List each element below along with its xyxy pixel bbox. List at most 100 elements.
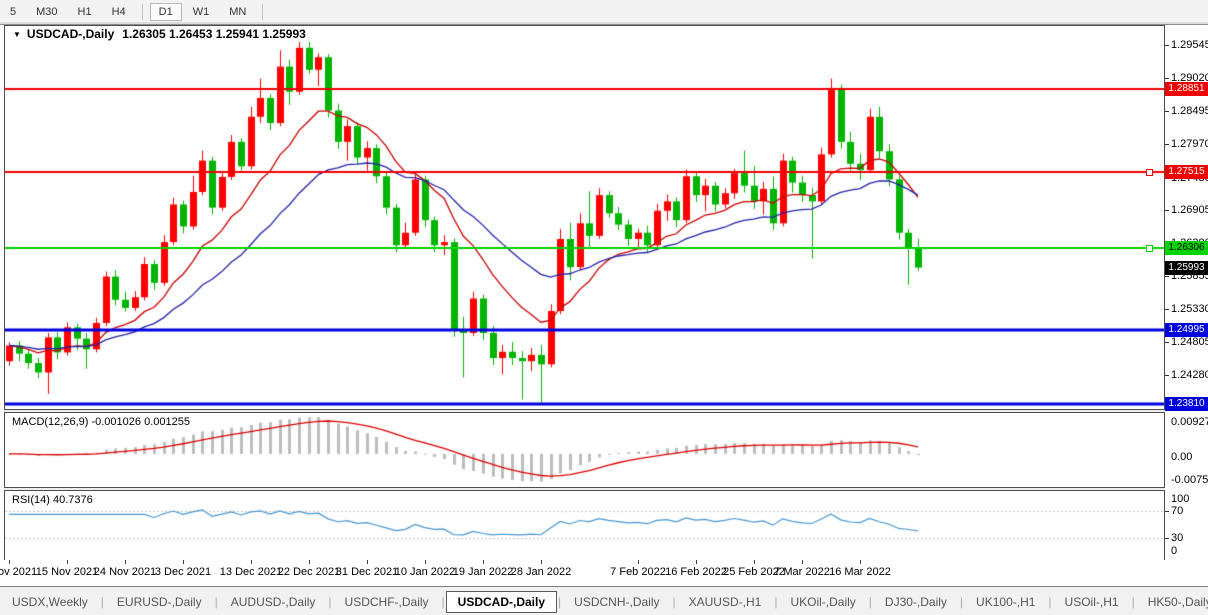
price-axis-label: 1.29545 (1171, 39, 1208, 51)
price-axis-label: 1.29020 (1171, 71, 1208, 84)
timeframe-button-m30[interactable]: M30 (36, 6, 58, 18)
date-axis-tick (802, 560, 803, 564)
tab-separator: | (1048, 594, 1052, 609)
timeframe-button-h1[interactable]: H1 (77, 6, 92, 18)
toolbar-separator (141, 4, 143, 20)
tab-dj30[interactable]: DJ30-,Daily (884, 594, 947, 609)
tab-separator: | (441, 594, 445, 609)
price-axis-label: 1.28495 (1171, 104, 1208, 117)
macd-label: MACD(12,26,9) -0.001026 0.001255 (12, 416, 190, 428)
candlestick-chart-canvas[interactable] (5, 42, 1164, 409)
date-axis-tick (367, 560, 368, 564)
tab-separator: | (774, 594, 778, 609)
chart-ohlc-values: 1.26305 1.26453 1.25941 1.25993 (122, 27, 306, 41)
date-axis-label: 5 Nov 2021 (0, 566, 38, 578)
price-tag: 1.27515 (1165, 165, 1208, 180)
date-axis-label: 7 Mar 2022 (774, 566, 830, 578)
tab-audusd[interactable]: AUDUSD-,Daily (230, 594, 316, 609)
chart-tab-bar: USDX,Weekly | EURUSD-,Daily | AUDUSD-,Daily |… (0, 586, 1208, 615)
timeframe-toolbar: 5 M30 H1 H4 D1 W1 MN (0, 0, 1208, 25)
date-axis-label: 16 Mar 2022 (829, 566, 891, 578)
date-axis-tick (125, 560, 126, 564)
tab-separator: | (1131, 594, 1135, 609)
timeframe-button-h4[interactable]: H4 (111, 6, 126, 18)
rsi-axis-label: 100 (1171, 493, 1190, 505)
price-axis-tick (1165, 342, 1169, 344)
toolbar-separator (262, 4, 264, 20)
chart-title-bar: ▼ USDCAD-,Daily 1.26305 1.26453 1.25941 … (5, 26, 1162, 42)
date-axis-label: 22 Dec 2021 (277, 566, 341, 578)
price-axis-label: 1.24280 (1171, 368, 1208, 381)
price-axis-label: 1.26905 (1171, 204, 1208, 217)
date-axis-tick (425, 560, 426, 564)
tab-eurusd[interactable]: EURUSD-,Daily (116, 594, 202, 609)
tab-separator: | (328, 594, 332, 609)
tab-usdcad[interactable]: USDCAD-,Daily (445, 590, 558, 613)
timeframe-button-d1[interactable]: D1 (149, 3, 182, 21)
tab-separator: | (672, 594, 676, 609)
rsi-axis-label: 30 (1171, 531, 1184, 544)
date-axis-label: 25 Feb 2022 (723, 566, 785, 578)
macd-indicator-canvas[interactable] (5, 413, 1164, 487)
tab-separator: | (959, 594, 964, 609)
date-axis-label: 15 Nov 2021 (35, 566, 99, 578)
date-axis-label: 24 Nov 2021 (93, 566, 157, 578)
tab-separator: | (558, 594, 562, 609)
collapse-triangle-icon[interactable]: ▼ (13, 29, 21, 39)
price-tag: 1.23810 (1165, 397, 1208, 412)
date-axis-label: 16 Feb 2022 (665, 566, 727, 578)
date-axis-label: 10 Jan 2022 (394, 566, 456, 578)
tab-usdx[interactable]: USDX,Weekly (12, 594, 88, 609)
price-axis-label: 1.25330 (1171, 303, 1208, 316)
chart-symbol-title: USDCAD-,Daily (26, 27, 115, 41)
tab-usdcnh[interactable]: USDCNH-,Daily (574, 594, 660, 609)
panel-splitter[interactable] (4, 487, 1165, 491)
macd-axis-label: 0.00 (1171, 451, 1193, 463)
date-axis-tick (483, 560, 484, 564)
date-axis-tick (638, 560, 639, 564)
date-axis-label: 13 Dec 2021 (219, 566, 283, 578)
price-axis-tick (1165, 110, 1169, 112)
timeframe-button-5[interactable]: 5 (10, 6, 17, 18)
tab-hk50[interactable]: HK50-,Daily (1147, 594, 1208, 609)
price-axis-label: 1.27970 (1171, 137, 1208, 150)
date-axis-tick (696, 560, 697, 564)
macd-axis-label: -0.00750 (1171, 474, 1208, 486)
tab-separator: | (868, 594, 872, 609)
tab-uk100[interactable]: UK100-,H1 (976, 594, 1036, 609)
date-axis-tick (754, 560, 755, 564)
price-tag: 1.28851 (1165, 81, 1208, 96)
price-tag: 1.25993 (1165, 260, 1208, 275)
date-axis-tick (860, 560, 861, 564)
panel-splitter[interactable] (4, 409, 1165, 413)
price-axis-tick (1165, 309, 1169, 311)
tab-usdchf[interactable]: USDCHF-,Daily (344, 594, 429, 609)
tab-xauusd[interactable]: XAUUSD-,H1 (688, 594, 762, 609)
price-axis-label: 1.24805 (1171, 336, 1208, 349)
price-axis: 1.295451.290201.284951.279701.274301.269… (1165, 25, 1208, 560)
rsi-label: RSI(14) 40.7376 (12, 494, 93, 506)
date-axis-tick (183, 560, 184, 564)
timeframe-button-w1[interactable]: W1 (192, 6, 210, 18)
date-axis-label: 7 Feb 2022 (610, 566, 666, 578)
date-axis-tick (309, 560, 310, 564)
price-axis-tick (1165, 374, 1169, 376)
tab-ukoil[interactable]: UKOil-,Daily (790, 594, 856, 609)
rsi-axis-tick (1165, 537, 1169, 539)
rsi-axis-label: 0 (1171, 545, 1178, 557)
date-axis-tick (9, 560, 10, 564)
date-axis-label: 3 Dec 2021 (154, 566, 212, 578)
price-axis-tick (1165, 276, 1169, 278)
macd-axis-label: 0.009278 (1171, 416, 1208, 428)
line-anchor-handle[interactable] (1146, 245, 1153, 252)
tab-usoil[interactable]: USOil-,H1 (1064, 594, 1119, 609)
rsi-axis-label: 70 (1171, 505, 1184, 518)
price-axis-tick (1165, 143, 1169, 145)
tab-separator: | (214, 594, 218, 609)
rsi-indicator-canvas[interactable] (5, 491, 1164, 558)
line-anchor-handle[interactable] (1146, 169, 1153, 176)
timeframe-button-mn[interactable]: MN (229, 6, 247, 18)
price-tag: 1.26306 (1165, 240, 1208, 255)
